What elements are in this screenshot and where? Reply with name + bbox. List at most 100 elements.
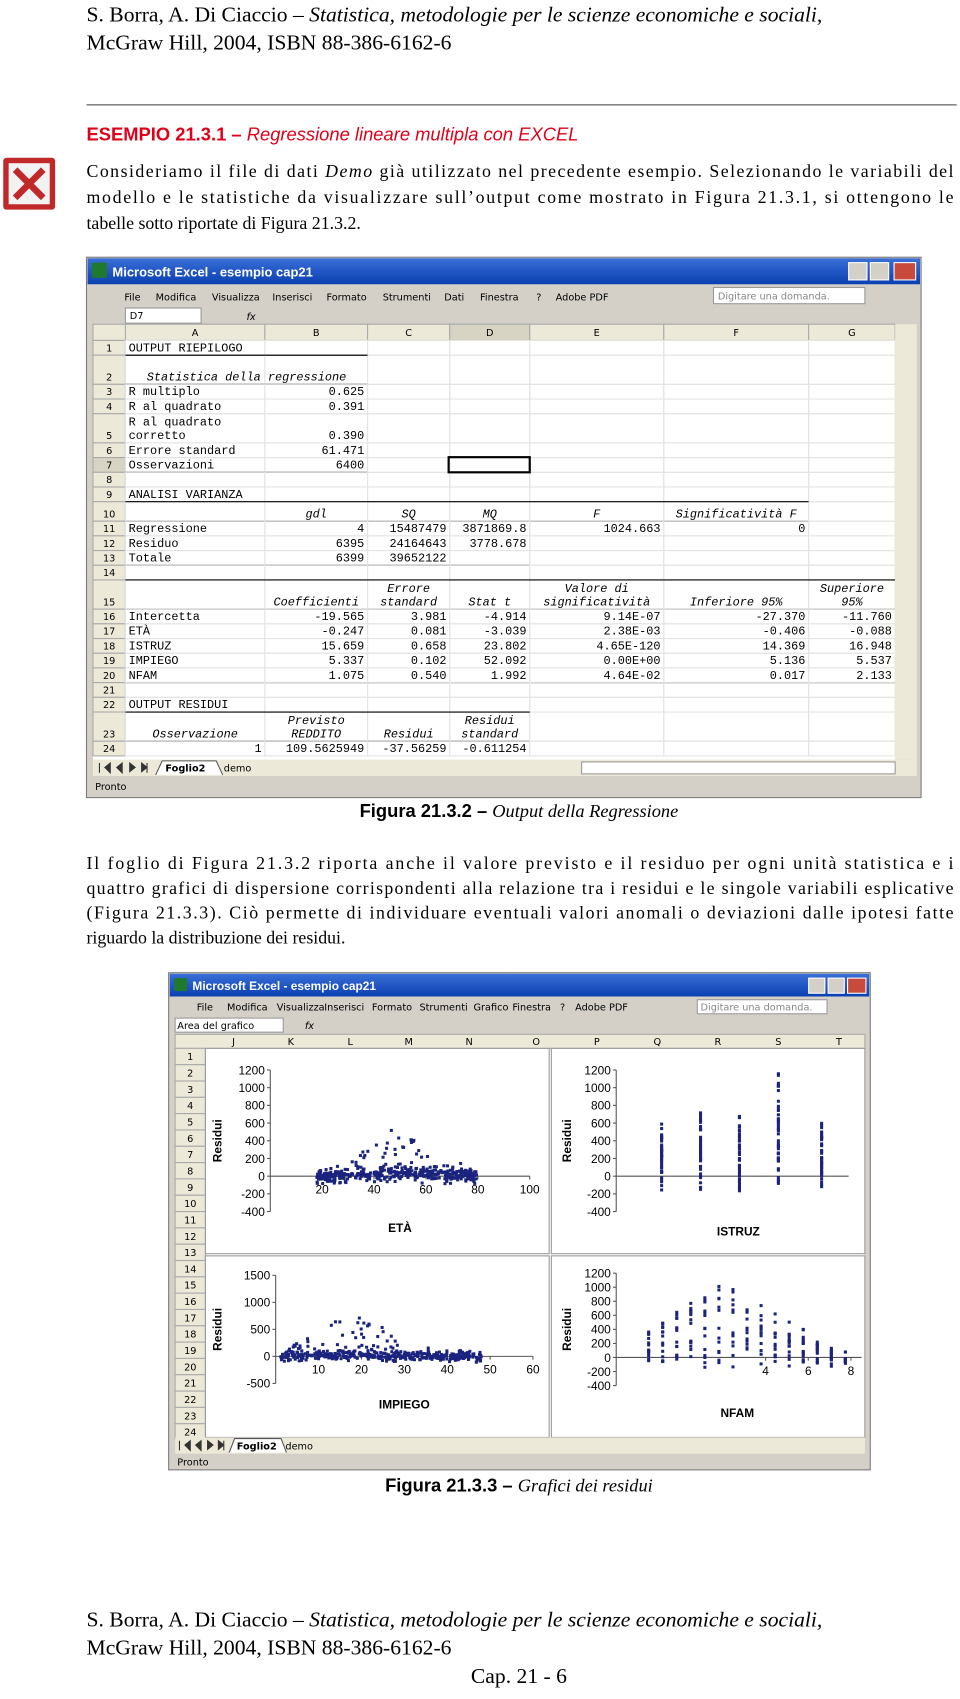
menu-item[interactable]: Dati bbox=[444, 292, 464, 303]
tab-navigation[interactable] bbox=[98, 761, 148, 775]
help-placeholder: Digitare una domanda. bbox=[718, 291, 830, 302]
sheet-tab[interactable] bbox=[155, 760, 224, 776]
residual-point bbox=[703, 1354, 707, 1358]
menu-item[interactable]: Strumenti bbox=[383, 292, 431, 303]
cell-text: -27.370 bbox=[756, 610, 806, 624]
menu-item[interactable]: Inserisci bbox=[324, 1003, 364, 1014]
close-button[interactable] bbox=[893, 262, 917, 281]
row-number: 1 bbox=[187, 1052, 193, 1063]
residual-point bbox=[366, 1351, 370, 1355]
residual-point bbox=[354, 1163, 358, 1167]
residual-point bbox=[427, 1169, 431, 1173]
residual-point bbox=[306, 1350, 310, 1354]
residual-point bbox=[773, 1344, 777, 1348]
residual-point bbox=[376, 1354, 380, 1358]
residual-point bbox=[333, 1352, 337, 1356]
y-tick-label: 0 bbox=[258, 1169, 265, 1183]
menu-item[interactable]: Finestra bbox=[512, 1003, 551, 1014]
residual-point bbox=[403, 1354, 407, 1358]
residual-point bbox=[404, 1167, 408, 1171]
sheet-tab-label[interactable]: demo bbox=[285, 1441, 313, 1452]
menu-item[interactable]: Formato bbox=[372, 1003, 412, 1014]
residual-point bbox=[400, 1174, 404, 1178]
name-box[interactable] bbox=[174, 1017, 284, 1033]
residual-point bbox=[365, 1354, 369, 1358]
menu-item[interactable]: Modifica bbox=[227, 1003, 268, 1014]
menu-item[interactable]: Grafico bbox=[474, 1003, 509, 1014]
menu-item[interactable]: File bbox=[197, 1003, 213, 1014]
residual-point bbox=[404, 1357, 408, 1361]
menu-item[interactable]: Visualizza bbox=[212, 292, 260, 303]
residual-point bbox=[384, 1162, 388, 1166]
residual-point bbox=[397, 1175, 401, 1179]
residual-point bbox=[382, 1168, 386, 1172]
sheet-tab-label[interactable]: demo bbox=[224, 764, 252, 775]
residual-point bbox=[820, 1162, 824, 1166]
residual-point bbox=[383, 1355, 387, 1359]
name-box[interactable] bbox=[124, 307, 202, 324]
maximize-button[interactable] bbox=[827, 977, 845, 994]
residual-point bbox=[820, 1177, 824, 1181]
residual-point bbox=[689, 1301, 693, 1305]
residual-point bbox=[829, 1346, 833, 1350]
residual-point bbox=[447, 1173, 451, 1177]
horizontal-scrollbar[interactable] bbox=[581, 761, 896, 775]
sheet-tab[interactable] bbox=[228, 1437, 287, 1453]
residual-point bbox=[815, 1343, 819, 1347]
name-box-value: Area del grafico bbox=[177, 1021, 254, 1032]
minimize-button[interactable] bbox=[808, 977, 826, 994]
cell-text: REDDITO bbox=[291, 727, 341, 741]
residual-point bbox=[717, 1358, 721, 1362]
residual-point bbox=[737, 1125, 741, 1129]
residual-point bbox=[314, 1353, 318, 1357]
residual-point bbox=[288, 1358, 292, 1362]
cell-text: 23.802 bbox=[484, 639, 527, 653]
residual-point bbox=[703, 1313, 707, 1317]
residual-point bbox=[820, 1121, 824, 1125]
menu-item[interactable]: Visualizza bbox=[277, 1003, 325, 1014]
tab-navigation[interactable] bbox=[178, 1439, 225, 1452]
residual-point bbox=[773, 1331, 777, 1335]
maximize-button[interactable] bbox=[869, 262, 890, 281]
residual-point bbox=[372, 1350, 376, 1354]
residual-point bbox=[459, 1161, 463, 1165]
menu-item[interactable]: Strumenti bbox=[419, 1003, 467, 1014]
residual-point bbox=[787, 1357, 791, 1361]
menu-item[interactable]: Modifica bbox=[156, 292, 197, 303]
menu-item[interactable]: Formato bbox=[326, 292, 366, 303]
status-text: Pronto bbox=[177, 1458, 208, 1469]
menu-item[interactable]: Finestra bbox=[480, 292, 519, 303]
residual-point bbox=[279, 1358, 283, 1362]
residual-point bbox=[419, 1168, 423, 1172]
residual-point bbox=[393, 1359, 397, 1363]
residual-point bbox=[450, 1357, 454, 1361]
residual-point bbox=[455, 1354, 459, 1358]
residual-point bbox=[388, 1177, 392, 1181]
residual-point bbox=[346, 1350, 351, 1354]
cell-text: 6399 bbox=[336, 551, 365, 565]
help-box[interactable] bbox=[712, 286, 866, 305]
menu-item[interactable]: File bbox=[124, 292, 140, 303]
menu-item[interactable]: Inserisci bbox=[272, 292, 312, 303]
residual-point bbox=[316, 1352, 320, 1356]
cell-text: Superiore bbox=[820, 582, 884, 596]
minimize-button[interactable] bbox=[848, 262, 868, 281]
residual-point bbox=[287, 1349, 291, 1353]
residual-point bbox=[351, 1330, 355, 1334]
residual-point bbox=[717, 1350, 721, 1354]
menu-item[interactable]: Adobe PDF bbox=[575, 1003, 628, 1014]
menu-item[interactable]: Adobe PDF bbox=[556, 292, 609, 303]
residual-point bbox=[689, 1347, 693, 1351]
menu-item[interactable]: ? bbox=[560, 1003, 565, 1014]
cell-text: Coefficienti bbox=[273, 595, 359, 609]
menu-item[interactable]: ? bbox=[536, 292, 541, 303]
column-letter: B bbox=[313, 328, 320, 339]
residual-point bbox=[353, 1355, 357, 1359]
vertical-scrollbar[interactable] bbox=[895, 324, 917, 760]
y-tick-label: 500 bbox=[250, 1323, 270, 1337]
help-box[interactable] bbox=[696, 999, 828, 1015]
residual-point bbox=[737, 1171, 741, 1175]
close-button[interactable] bbox=[847, 977, 867, 994]
residual-point bbox=[441, 1171, 445, 1175]
